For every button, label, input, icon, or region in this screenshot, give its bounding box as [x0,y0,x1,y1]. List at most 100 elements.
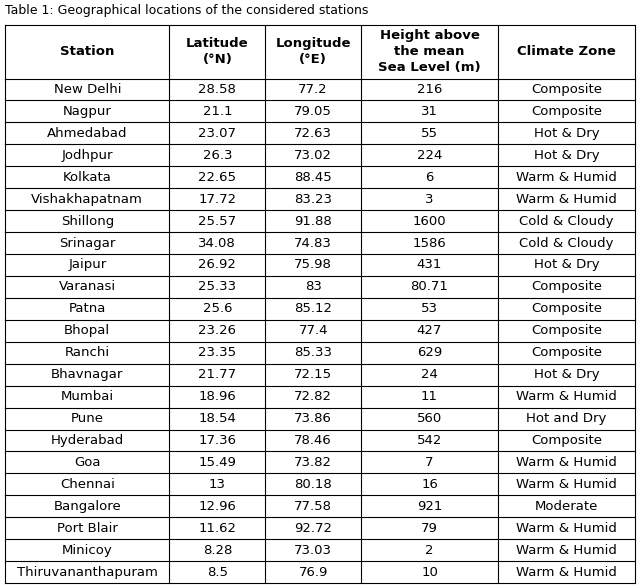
Text: Ahmedabad: Ahmedabad [47,127,127,140]
Text: Patna: Patna [68,302,106,315]
Text: 23.07: 23.07 [198,127,236,140]
Text: Bhavnagar: Bhavnagar [51,368,124,381]
Text: 80.71: 80.71 [411,281,449,294]
Text: Composite: Composite [531,434,602,447]
Text: Moderate: Moderate [535,500,598,513]
Text: Latitude
(°N): Latitude (°N) [186,37,248,66]
Text: Hot & Dry: Hot & Dry [534,258,599,271]
Text: 427: 427 [417,324,442,338]
Text: 10: 10 [421,565,438,578]
Text: Pune: Pune [71,412,104,425]
Text: Longitude
(°E): Longitude (°E) [275,37,351,66]
Text: Port Blair: Port Blair [57,522,118,535]
Text: 17.36: 17.36 [198,434,236,447]
Text: Shillong: Shillong [61,214,114,227]
Text: Ranchi: Ranchi [65,346,110,359]
Text: 8.28: 8.28 [203,544,232,557]
Text: Bangalore: Bangalore [53,500,121,513]
Text: 77.58: 77.58 [294,500,332,513]
Text: Jodhpur: Jodhpur [61,149,113,162]
Text: 542: 542 [417,434,442,447]
Text: 23.35: 23.35 [198,346,236,359]
Text: 74.83: 74.83 [294,237,332,250]
Text: 25.6: 25.6 [203,302,232,315]
Text: 88.45: 88.45 [294,171,332,184]
Text: Vishakhapatnam: Vishakhapatnam [31,193,143,206]
Text: Warm & Humid: Warm & Humid [516,544,617,557]
Text: 7: 7 [425,456,434,469]
Text: New Delhi: New Delhi [54,83,121,96]
Text: 55: 55 [421,127,438,140]
Text: Cold & Cloudy: Cold & Cloudy [519,214,614,227]
Text: Hot & Dry: Hot & Dry [534,149,599,162]
Text: 73.02: 73.02 [294,149,332,162]
Text: 11.62: 11.62 [198,522,236,535]
Text: Hot & Dry: Hot & Dry [534,368,599,381]
Text: 75.98: 75.98 [294,258,332,271]
Text: 85.12: 85.12 [294,302,332,315]
Text: Warm & Humid: Warm & Humid [516,456,617,469]
Text: 34.08: 34.08 [198,237,236,250]
Text: Warm & Humid: Warm & Humid [516,522,617,535]
Text: Kolkata: Kolkata [63,171,112,184]
Text: Warm & Humid: Warm & Humid [516,171,617,184]
Text: 77.2: 77.2 [298,83,328,96]
Text: 11: 11 [421,390,438,403]
Text: 79: 79 [421,522,438,535]
Text: 6: 6 [426,171,434,184]
Text: 91.88: 91.88 [294,214,332,227]
Text: Srinagar: Srinagar [59,237,115,250]
Text: 26.92: 26.92 [198,258,236,271]
Text: 921: 921 [417,500,442,513]
Text: Warm & Humid: Warm & Humid [516,565,617,578]
Text: Climate Zone: Climate Zone [517,45,616,58]
Text: 72.63: 72.63 [294,127,332,140]
Text: Goa: Goa [74,456,100,469]
Text: 12.96: 12.96 [198,500,236,513]
Text: 80.18: 80.18 [294,478,332,491]
Text: 16: 16 [421,478,438,491]
Text: 92.72: 92.72 [294,522,332,535]
Text: 25.57: 25.57 [198,214,236,227]
Text: 78.46: 78.46 [294,434,332,447]
Text: Warm & Humid: Warm & Humid [516,478,617,491]
Text: 24: 24 [421,368,438,381]
Text: Thiruvananthapuram: Thiruvananthapuram [17,565,157,578]
Text: 1586: 1586 [413,237,446,250]
Text: 216: 216 [417,83,442,96]
Text: 8.5: 8.5 [207,565,228,578]
Text: Hot and Dry: Hot and Dry [526,412,607,425]
Text: 21.1: 21.1 [202,105,232,118]
Text: Nagpur: Nagpur [63,105,112,118]
Text: 53: 53 [421,302,438,315]
Text: 83.23: 83.23 [294,193,332,206]
Text: 18.96: 18.96 [198,390,236,403]
Text: Bhopal: Bhopal [64,324,110,338]
Text: Jaipur: Jaipur [68,258,106,271]
Text: Table 1: Geographical locations of the considered stations: Table 1: Geographical locations of the c… [5,4,369,17]
Text: 15.49: 15.49 [198,456,236,469]
Text: 1600: 1600 [413,214,446,227]
Text: Chennai: Chennai [60,478,115,491]
Text: 28.58: 28.58 [198,83,236,96]
Text: Hot & Dry: Hot & Dry [534,127,599,140]
Text: 431: 431 [417,258,442,271]
Text: Composite: Composite [531,346,602,359]
Text: 76.9: 76.9 [298,565,328,578]
Text: 224: 224 [417,149,442,162]
Text: Warm & Humid: Warm & Humid [516,193,617,206]
Text: 560: 560 [417,412,442,425]
Text: 25.33: 25.33 [198,281,236,294]
Text: 26.3: 26.3 [203,149,232,162]
Text: Warm & Humid: Warm & Humid [516,390,617,403]
Text: 73.03: 73.03 [294,544,332,557]
Text: 3: 3 [425,193,434,206]
Text: 18.54: 18.54 [198,412,236,425]
Text: 22.65: 22.65 [198,171,236,184]
Text: Cold & Cloudy: Cold & Cloudy [519,237,614,250]
Text: 31: 31 [421,105,438,118]
Text: Hyderabad: Hyderabad [51,434,124,447]
Text: 79.05: 79.05 [294,105,332,118]
Text: 13: 13 [209,478,226,491]
Text: Varanasi: Varanasi [59,281,116,294]
